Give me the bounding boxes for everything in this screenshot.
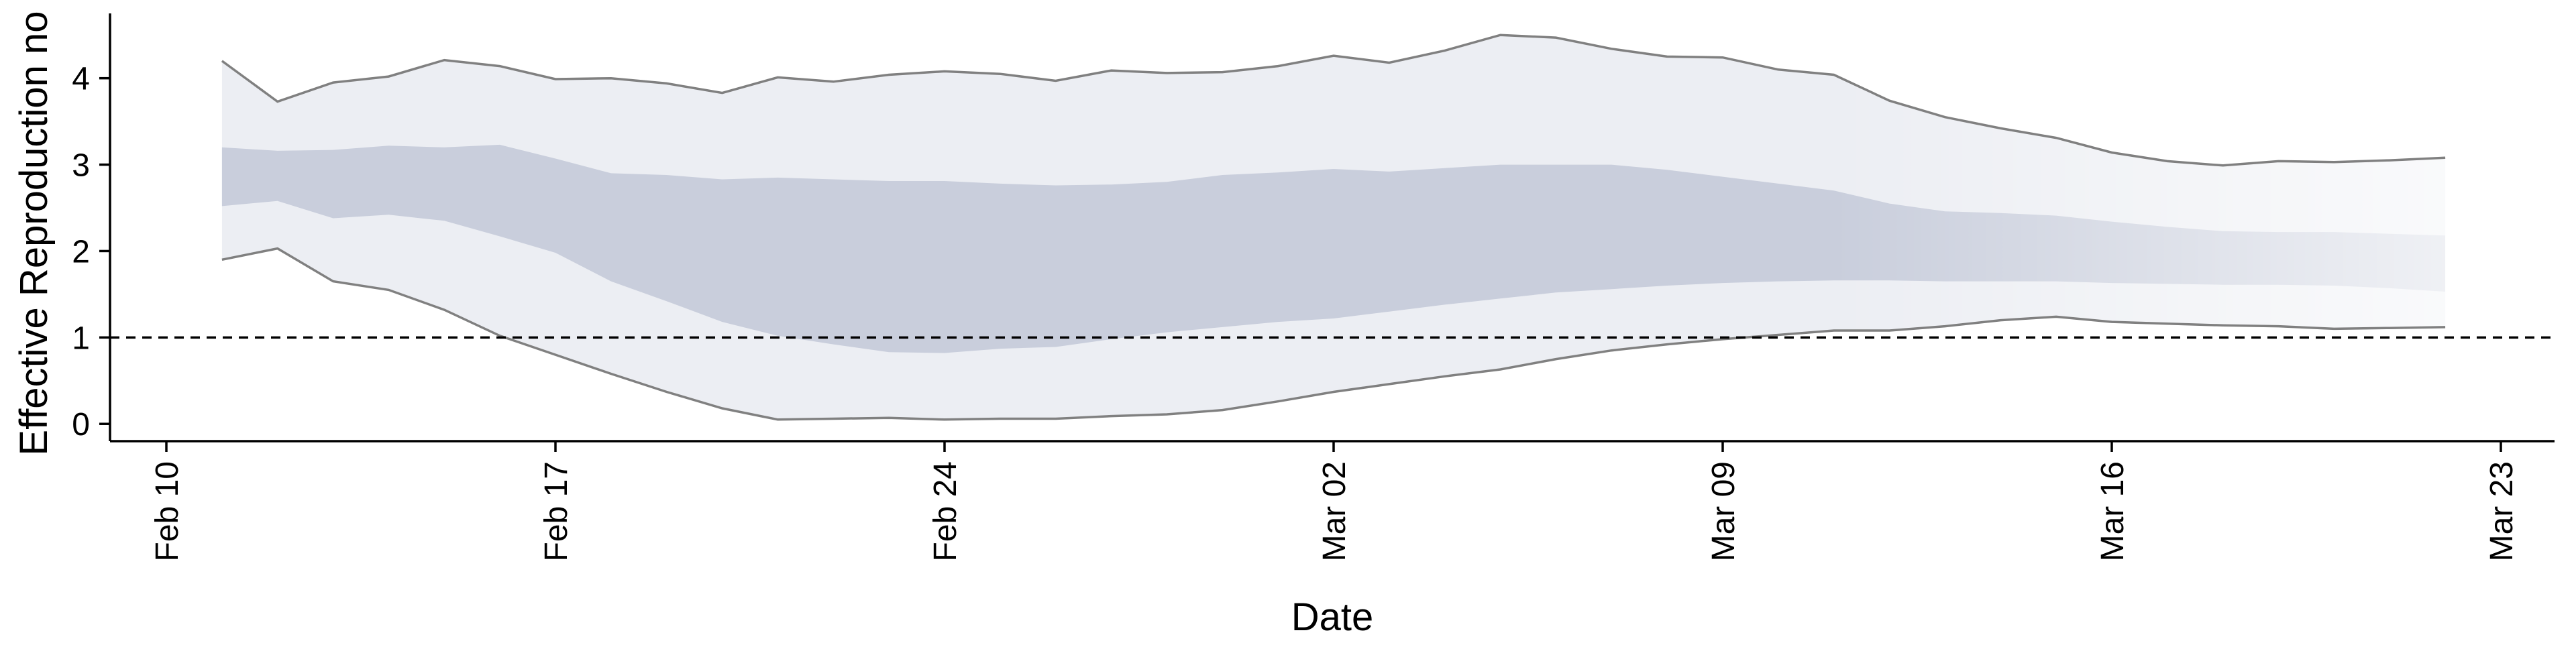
y-tick-label: 2 — [72, 234, 90, 270]
y-tick-label: 1 — [72, 320, 90, 356]
x-tick-label: Mar 02 — [1317, 461, 1352, 561]
x-tick-label: Feb 10 — [150, 461, 185, 561]
x-tick-label: Mar 23 — [2484, 461, 2520, 561]
x-tick-label: Feb 24 — [928, 461, 963, 561]
y-tick-label: 0 — [72, 407, 90, 443]
y-tick-label: 4 — [72, 62, 90, 97]
x-axis-ticks: Feb 10 Feb 17 Feb 24 Mar 02 Mar 09 Mar 16 Mar … — [150, 441, 2520, 561]
outer-lower-bound-line — [221, 247, 2446, 421]
outer-upper-bound-line — [221, 34, 2446, 167]
y-tick-label: 3 — [72, 148, 90, 184]
x-tick-label: Feb 17 — [539, 461, 574, 561]
credible-interval-bands — [221, 35, 2446, 420]
x-tick-label: Mar 09 — [1706, 461, 1741, 561]
x-tick-label: Mar 16 — [2095, 461, 2131, 561]
y-axis-label: Effective Reproduction no — [12, 11, 56, 455]
y-axis-ticks: 0 1 2 3 4 — [72, 62, 110, 443]
inner-credible-band — [221, 144, 2446, 353]
x-axis-label: Date — [1291, 595, 1374, 639]
